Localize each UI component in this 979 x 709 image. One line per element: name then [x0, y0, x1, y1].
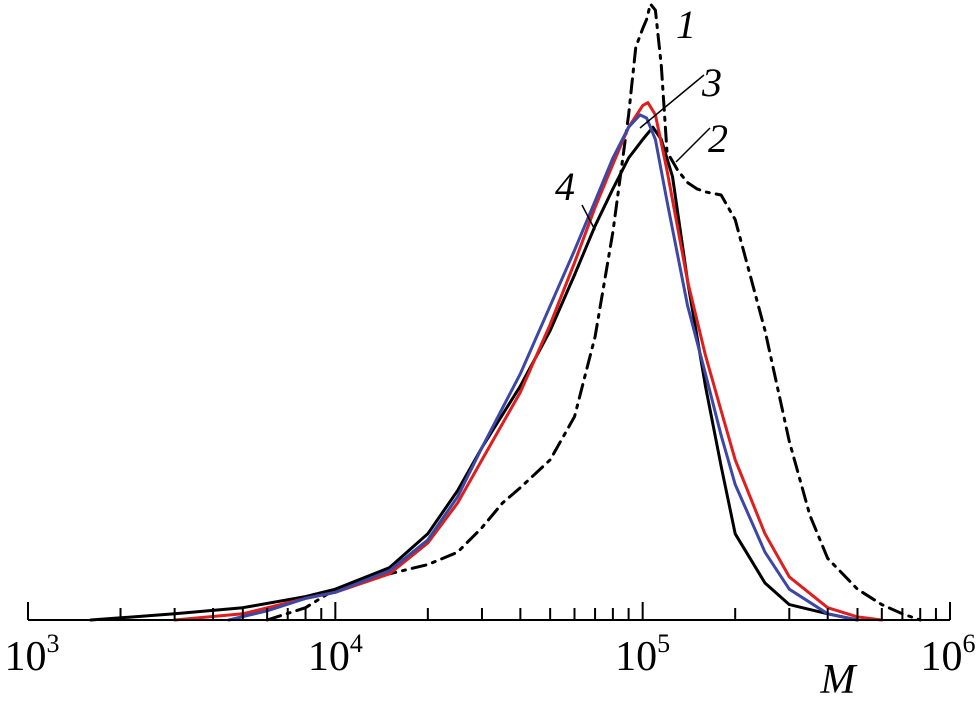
series-line-4 [227, 113, 859, 622]
curve-label-leader [581, 204, 596, 231]
series-line-2 [89, 125, 859, 622]
x-tick-exponent: 3 [47, 629, 60, 658]
x-tick-label: 105 [615, 629, 670, 680]
x-axis-ticks [27, 602, 951, 620]
x-tick-base: 10 [921, 634, 963, 680]
x-tick-exponent: 5 [657, 629, 670, 658]
x-tick-exponent: 6 [963, 629, 976, 658]
x-tick-base: 10 [615, 634, 657, 680]
x-axis-label: M [820, 657, 858, 703]
curves-layer [89, 2, 922, 622]
curve-label-2: 2 [708, 116, 728, 161]
series-line-3 [173, 101, 884, 622]
curve-labels: 1 2 3 4 [555, 2, 728, 231]
curve-label-leader [639, 74, 705, 129]
x-tick-exponent: 4 [350, 629, 363, 658]
curve-label-leader [675, 127, 711, 163]
x-tick-base: 10 [5, 634, 47, 680]
x-tick-label: 106 [921, 629, 976, 680]
x-tick-base: 10 [308, 634, 350, 680]
series-line-1 [265, 2, 922, 622]
curve-label-3: 3 [701, 60, 722, 105]
x-tick-label: 103 [5, 629, 60, 680]
curve-label-1: 1 [676, 2, 696, 47]
x-axis-tick-labels: 103 104 105 106 [5, 629, 976, 680]
curve-label-4: 4 [555, 164, 575, 209]
x-tick-label: 104 [308, 629, 363, 680]
